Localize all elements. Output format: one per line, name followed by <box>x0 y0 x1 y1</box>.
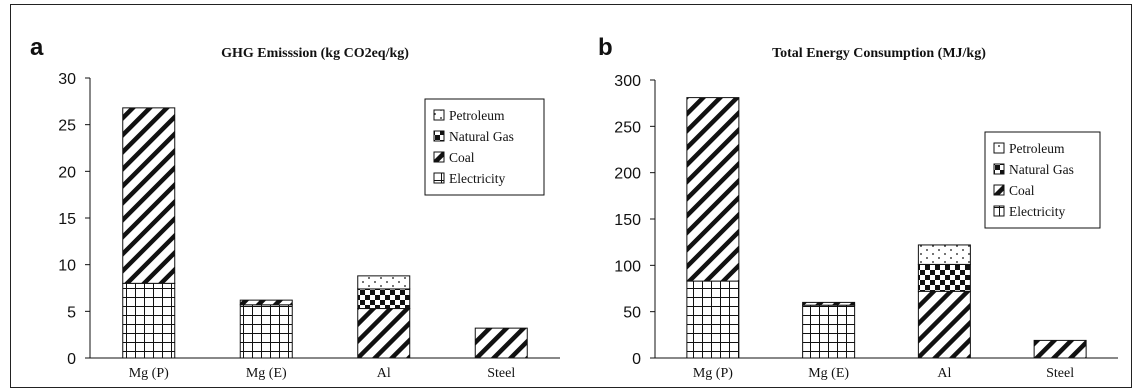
x-tick-label: Mg (E) <box>246 366 287 381</box>
bar-segment-natural-gas <box>917 263 971 292</box>
legend-entry-label: Petroleum <box>449 108 505 123</box>
x-axis-ticks: Mg (P) Mg (E) Al Steel <box>693 366 1074 381</box>
y-tick-label: 50 <box>623 305 641 322</box>
x-tick-label: Steel <box>1046 366 1074 381</box>
legend-swatch <box>993 184 1005 196</box>
x-tick-label: Mg (P) <box>129 366 169 381</box>
bars <box>122 107 528 359</box>
panel-letter: b <box>598 34 613 61</box>
bar-segment-coal <box>239 299 293 306</box>
chart-title: GHG Emisssion (kg CO2eq/kg) <box>221 46 409 61</box>
bar-segment-electricity <box>802 304 856 359</box>
legend-entry-label: Natural Gas <box>1009 162 1074 177</box>
y-tick-label: 200 <box>614 166 641 183</box>
y-axis-ticks: 0 5 10 15 20 25 30 <box>58 71 90 368</box>
legend-swatch <box>993 205 1005 217</box>
chart-panel-b: b Total Energy Consumption (MJ/kg) 0 50 10… <box>598 34 1118 381</box>
legend-swatch <box>433 172 445 184</box>
y-tick-label: 150 <box>614 212 641 229</box>
bar-segment-natural-gas <box>357 288 411 310</box>
x-tick-label: Al <box>937 366 951 381</box>
bar-segment-electricity <box>239 304 293 359</box>
bar-segment-coal <box>474 327 528 359</box>
y-tick-label: 0 <box>67 351 76 368</box>
y-tick-label: 5 <box>67 304 76 321</box>
chart-title: Total Energy Consumption (MJ/kg) <box>772 46 986 61</box>
bar-segment-coal <box>802 301 856 306</box>
x-tick-label: Steel <box>487 366 515 381</box>
y-tick-label: 30 <box>58 71 76 88</box>
bars <box>686 97 1087 359</box>
legend-entry-label: Coal <box>1009 183 1035 198</box>
legend-swatch <box>433 109 445 121</box>
y-tick-label: 250 <box>614 119 641 136</box>
figure-frame <box>10 4 1132 388</box>
x-tick-label: Mg (P) <box>693 366 733 381</box>
y-tick-label: 100 <box>614 258 641 275</box>
bar-segment-coal <box>686 97 740 282</box>
legend-swatch <box>993 142 1005 154</box>
y-tick-label: 25 <box>58 118 76 135</box>
legend: Petroleum Natural Gas Coal Electricity <box>984 131 1101 229</box>
bar-segment-petroleum <box>917 244 971 265</box>
x-tick-label: Al <box>377 366 391 381</box>
legend: Petroleum Natural Gas Coal Electricity <box>424 98 545 196</box>
y-tick-label: 10 <box>58 258 76 275</box>
legend-entry-label: Electricity <box>1009 204 1065 219</box>
bar-segment-coal <box>1033 339 1087 359</box>
legend-box <box>424 98 545 196</box>
chart-panel-a: a GHG Emisssion (kg CO2eq/kg) 0 5 10 15 20 25… <box>30 34 560 381</box>
y-axis-ticks: 0 50 100 150 200 250 300 <box>614 73 655 368</box>
y-tick-label: 0 <box>632 351 641 368</box>
panel-letter: a <box>30 34 44 61</box>
legend-entry-label: Natural Gas <box>449 129 514 144</box>
legend-entry-label: Electricity <box>449 171 505 186</box>
bar-segment-petroleum <box>357 275 411 290</box>
x-tick-label: Mg (E) <box>808 366 849 381</box>
bar-segment-coal <box>122 107 176 284</box>
x-axis-ticks: Mg (P) Mg (E) Al Steel <box>129 366 516 381</box>
bar-segment-electricity <box>686 280 740 359</box>
legend-swatch <box>433 151 445 163</box>
bar-segment-electricity <box>122 282 176 359</box>
legend-swatch <box>993 163 1005 175</box>
bar-segment-coal <box>917 290 971 359</box>
bar-segment-coal <box>357 308 411 359</box>
legend-entry-label: Coal <box>449 150 475 165</box>
y-tick-label: 15 <box>58 211 76 228</box>
legend-swatch <box>433 130 445 142</box>
legend-entry-label: Petroleum <box>1009 141 1065 156</box>
y-tick-label: 20 <box>58 164 76 181</box>
y-tick-label: 300 <box>614 73 641 90</box>
